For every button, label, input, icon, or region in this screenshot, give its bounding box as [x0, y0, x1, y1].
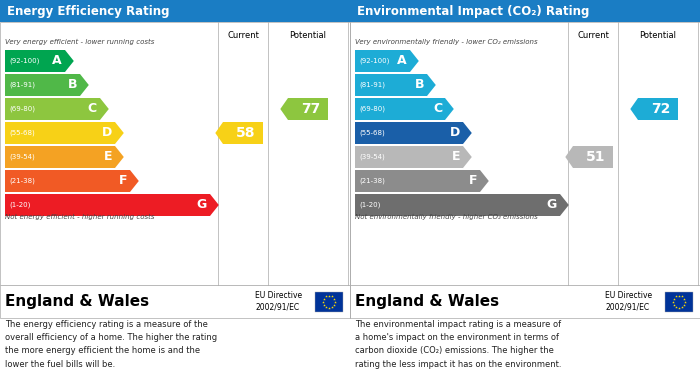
Polygon shape: [355, 50, 419, 72]
Text: 2002/91/EC: 2002/91/EC: [255, 303, 299, 312]
Bar: [0, 0, 350, 22]
Polygon shape: [355, 146, 472, 168]
Text: 2002/91/EC: 2002/91/EC: [605, 303, 649, 312]
Bar: [0, 22, 350, 285]
Text: C: C: [433, 102, 442, 115]
Text: Very energy efficient - lower running costs: Very energy efficient - lower running co…: [5, 39, 155, 45]
Text: (92-100): (92-100): [9, 58, 39, 64]
Text: (21-38): (21-38): [359, 178, 385, 184]
Text: (92-100): (92-100): [359, 58, 389, 64]
Text: (21-38): (21-38): [9, 178, 35, 184]
Text: Potential: Potential: [640, 30, 676, 39]
Text: F: F: [118, 174, 127, 188]
Text: (1-20): (1-20): [9, 202, 30, 208]
Text: Potential: Potential: [290, 30, 326, 39]
Text: 77: 77: [302, 102, 321, 116]
Text: B: B: [67, 79, 77, 91]
Text: G: G: [197, 199, 207, 212]
Text: D: D: [449, 127, 460, 140]
Polygon shape: [355, 122, 472, 144]
Text: A: A: [398, 54, 407, 68]
Text: EU Directive: EU Directive: [605, 291, 652, 300]
Polygon shape: [5, 74, 89, 96]
Text: Environmental Impact (CO₂) Rating: Environmental Impact (CO₂) Rating: [357, 5, 589, 18]
Text: The environmental impact rating is a measure of
a home's impact on the environme: The environmental impact rating is a mea…: [355, 320, 561, 369]
Text: (69-80): (69-80): [9, 106, 35, 112]
Text: (81-91): (81-91): [9, 82, 35, 88]
Bar: [315, 292, 343, 312]
Text: E: E: [452, 151, 460, 163]
Text: (81-91): (81-91): [359, 82, 385, 88]
Text: E: E: [104, 151, 112, 163]
Polygon shape: [630, 98, 678, 120]
Text: A: A: [52, 54, 62, 68]
Polygon shape: [355, 170, 489, 192]
Polygon shape: [5, 50, 74, 72]
Text: England & Wales: England & Wales: [355, 294, 499, 309]
Polygon shape: [5, 170, 139, 192]
Text: Not energy efficient - higher running costs: Not energy efficient - higher running co…: [5, 214, 155, 220]
Text: The energy efficiency rating is a measure of the
overall efficiency of a home. T: The energy efficiency rating is a measur…: [5, 320, 217, 369]
Polygon shape: [280, 98, 328, 120]
Polygon shape: [216, 122, 263, 144]
Text: England & Wales: England & Wales: [5, 294, 149, 309]
Text: Current: Current: [577, 30, 609, 39]
Polygon shape: [355, 194, 569, 216]
Text: D: D: [102, 127, 112, 140]
Polygon shape: [566, 146, 613, 168]
Text: Current: Current: [227, 30, 259, 39]
Text: 58: 58: [237, 126, 256, 140]
Text: (1-20): (1-20): [359, 202, 380, 208]
Text: (55-68): (55-68): [359, 130, 385, 136]
Text: (69-80): (69-80): [359, 106, 385, 112]
Text: F: F: [468, 174, 477, 188]
Bar: [350, 0, 700, 22]
Bar: [0, 285, 350, 318]
Polygon shape: [355, 74, 436, 96]
Polygon shape: [5, 194, 219, 216]
Text: 51: 51: [587, 150, 606, 164]
Polygon shape: [355, 98, 454, 120]
Text: B: B: [414, 79, 424, 91]
Text: Energy Efficiency Rating: Energy Efficiency Rating: [7, 5, 169, 18]
Text: EU Directive: EU Directive: [255, 291, 302, 300]
Bar: [350, 285, 700, 318]
Polygon shape: [5, 98, 108, 120]
Text: 72: 72: [651, 102, 671, 116]
Text: (55-68): (55-68): [9, 130, 35, 136]
Polygon shape: [5, 146, 124, 168]
Polygon shape: [5, 122, 124, 144]
Text: (39-54): (39-54): [9, 154, 35, 160]
Text: C: C: [88, 102, 97, 115]
Bar: [350, 22, 700, 285]
Text: Not environmentally friendly - higher CO₂ emissions: Not environmentally friendly - higher CO…: [355, 214, 538, 220]
Text: (39-54): (39-54): [359, 154, 385, 160]
Bar: [665, 292, 693, 312]
Text: Very environmentally friendly - lower CO₂ emissions: Very environmentally friendly - lower CO…: [355, 39, 538, 45]
Text: G: G: [547, 199, 557, 212]
